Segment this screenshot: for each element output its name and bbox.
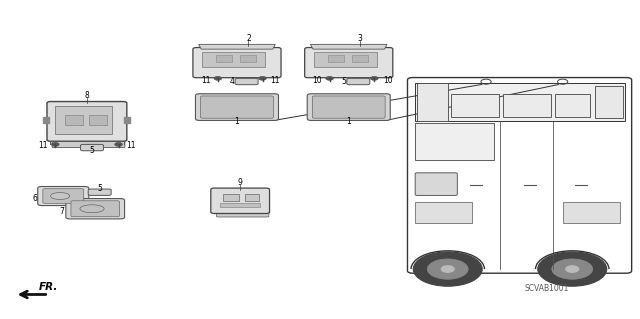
Circle shape	[442, 266, 454, 272]
Text: 8: 8	[84, 91, 90, 100]
Bar	[55, 106, 113, 134]
Polygon shape	[310, 44, 387, 49]
FancyBboxPatch shape	[195, 94, 278, 121]
Circle shape	[566, 266, 579, 272]
FancyBboxPatch shape	[307, 94, 390, 121]
Bar	[244, 194, 259, 201]
Bar	[216, 55, 232, 62]
FancyBboxPatch shape	[305, 48, 393, 78]
Circle shape	[538, 252, 607, 286]
Bar	[352, 55, 368, 62]
Text: 3: 3	[358, 34, 363, 43]
Polygon shape	[198, 44, 275, 49]
FancyBboxPatch shape	[216, 210, 269, 217]
Text: 9: 9	[237, 178, 243, 187]
Circle shape	[51, 143, 59, 146]
Circle shape	[413, 252, 482, 286]
Text: 5: 5	[97, 184, 102, 193]
Circle shape	[115, 143, 122, 146]
Circle shape	[326, 77, 333, 80]
FancyBboxPatch shape	[312, 96, 385, 118]
Text: 4: 4	[229, 77, 234, 86]
Text: 11: 11	[127, 141, 136, 150]
FancyBboxPatch shape	[88, 189, 111, 196]
Text: 1: 1	[235, 117, 239, 126]
Circle shape	[371, 77, 378, 80]
Text: 1: 1	[346, 117, 351, 126]
FancyBboxPatch shape	[235, 78, 258, 85]
Bar	[451, 94, 499, 117]
FancyBboxPatch shape	[81, 145, 104, 151]
Bar	[324, 103, 366, 108]
Circle shape	[428, 259, 468, 279]
Bar	[415, 123, 494, 160]
Polygon shape	[417, 83, 448, 122]
Bar	[220, 203, 260, 206]
Bar	[555, 94, 590, 117]
Bar	[314, 51, 377, 67]
Text: 11: 11	[38, 141, 47, 150]
Circle shape	[552, 259, 593, 279]
FancyBboxPatch shape	[211, 188, 269, 213]
Polygon shape	[595, 86, 623, 118]
Bar	[65, 115, 83, 124]
Bar	[90, 115, 108, 124]
Text: 10: 10	[312, 76, 322, 85]
Text: 7: 7	[60, 207, 65, 216]
FancyBboxPatch shape	[38, 187, 89, 205]
Ellipse shape	[51, 193, 70, 199]
FancyBboxPatch shape	[71, 201, 120, 217]
FancyBboxPatch shape	[200, 96, 273, 118]
Bar	[241, 55, 257, 62]
Bar	[328, 55, 344, 62]
Bar	[415, 202, 472, 223]
Text: 11: 11	[271, 76, 280, 85]
Bar	[415, 83, 625, 122]
FancyBboxPatch shape	[347, 78, 370, 85]
Text: FR.: FR.	[39, 282, 58, 292]
FancyBboxPatch shape	[43, 189, 84, 203]
Bar	[503, 94, 551, 117]
FancyBboxPatch shape	[193, 48, 281, 78]
Text: 2: 2	[246, 34, 251, 43]
Bar	[223, 194, 239, 201]
Text: 5: 5	[341, 77, 346, 86]
Text: 6: 6	[32, 194, 37, 203]
Text: 10: 10	[383, 76, 393, 85]
Bar	[213, 103, 255, 108]
Bar	[563, 202, 620, 223]
Text: 11: 11	[202, 76, 211, 85]
Circle shape	[214, 77, 221, 80]
FancyBboxPatch shape	[52, 139, 125, 148]
FancyBboxPatch shape	[47, 101, 127, 141]
Bar	[202, 51, 265, 67]
Text: 5: 5	[90, 146, 95, 155]
FancyBboxPatch shape	[408, 78, 632, 273]
FancyBboxPatch shape	[66, 198, 125, 219]
FancyBboxPatch shape	[415, 173, 458, 196]
Text: SCVAB1001: SCVAB1001	[525, 284, 569, 293]
Ellipse shape	[80, 205, 104, 213]
Circle shape	[259, 77, 266, 80]
